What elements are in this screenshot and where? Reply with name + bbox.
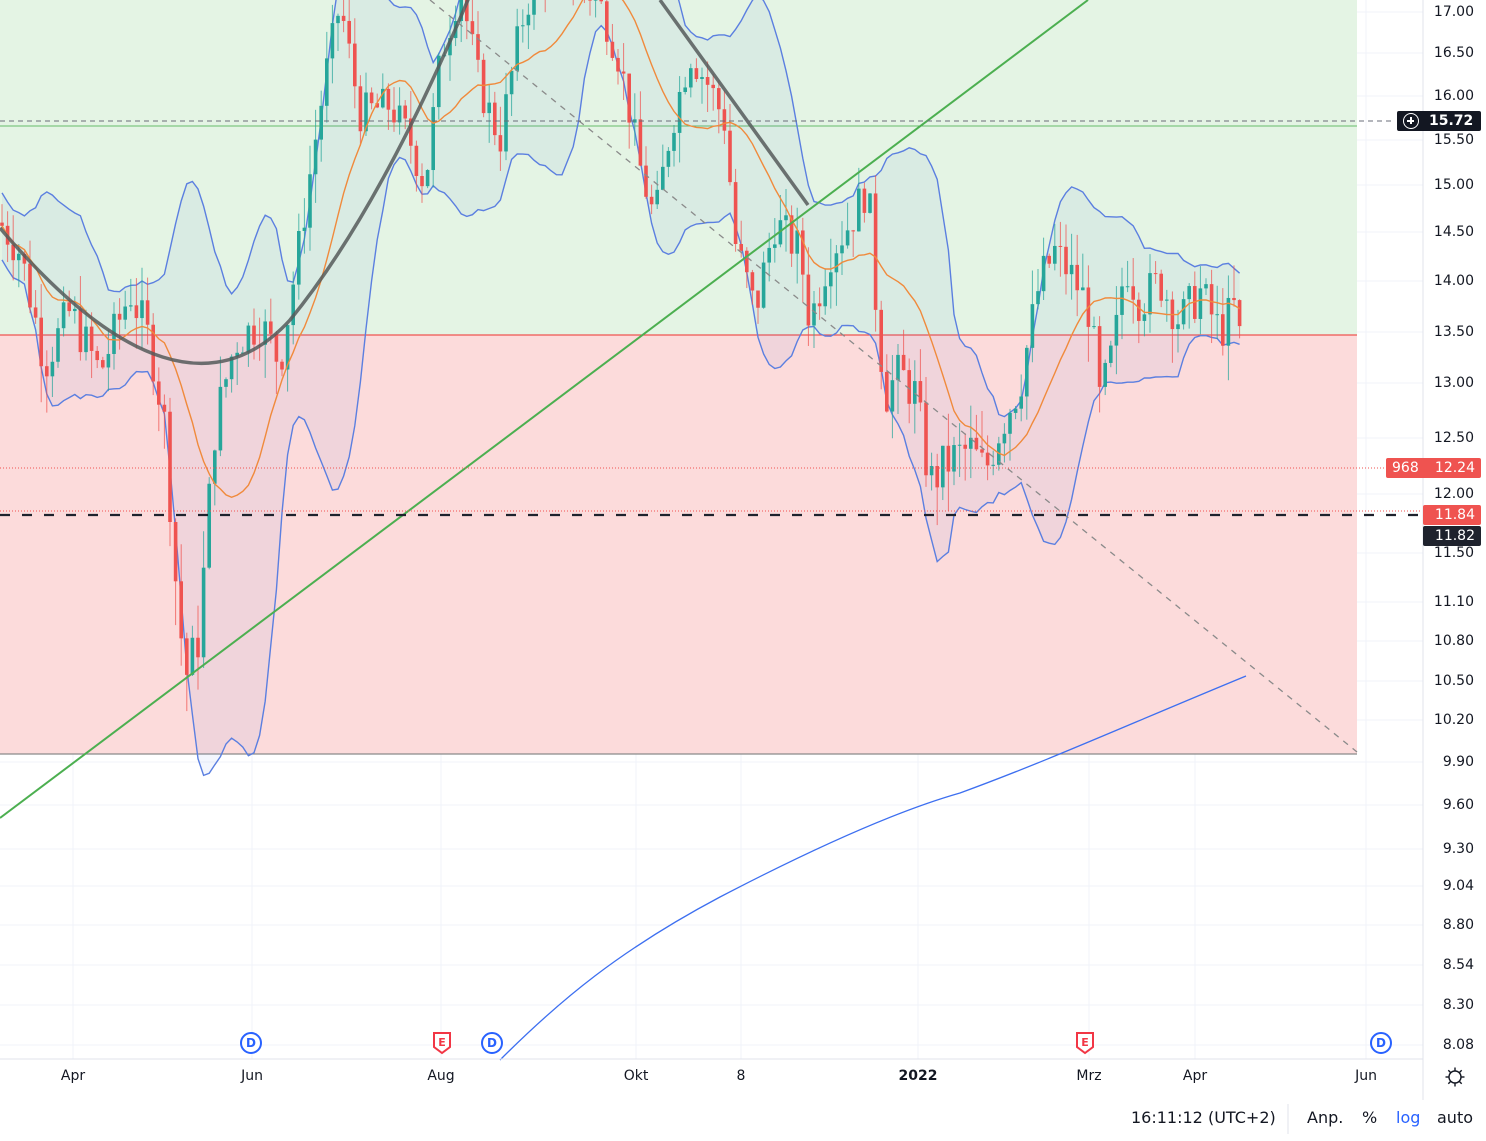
price-tick-label: 8.54 xyxy=(1442,957,1474,973)
earnings-marker-icon[interactable]: E xyxy=(1074,1032,1096,1055)
last-price-badge: 968 12.24 xyxy=(1386,458,1481,478)
profit-zone xyxy=(0,0,1357,335)
price-tick-label: 10.80 xyxy=(1433,633,1474,649)
dividend-marker-icon[interactable]: D xyxy=(1370,1032,1392,1054)
price-tick-label: 14.00 xyxy=(1433,273,1474,289)
price-tick-label: 11.50 xyxy=(1433,545,1474,561)
percent-toggle[interactable]: % xyxy=(1362,1108,1378,1127)
time-tick-label: Jun xyxy=(241,1068,263,1084)
price-tick-label: 16.00 xyxy=(1433,88,1474,104)
price-tick-label: 14.50 xyxy=(1433,224,1474,240)
price-line-badge-11-84: 11.84 xyxy=(1423,505,1481,525)
downtrend-drawing xyxy=(658,0,810,207)
svg-text:E: E xyxy=(1081,1036,1089,1049)
moving-average-line xyxy=(1,0,1240,499)
time-tick-label: Okt xyxy=(623,1068,649,1084)
sma-200-line xyxy=(499,675,1247,1061)
crosshair-price-value: 15.72 xyxy=(1429,113,1474,129)
dividend-marker-icon[interactable]: D xyxy=(481,1032,503,1054)
add-alert-plus-icon[interactable] xyxy=(1403,113,1419,129)
loss-zone xyxy=(0,335,1357,754)
cup-arc-drawing xyxy=(0,0,470,366)
adjust-toggle[interactable]: Anp. xyxy=(1307,1108,1344,1127)
price-tick-label: 12.50 xyxy=(1433,430,1474,446)
price-tick-label: 10.20 xyxy=(1433,712,1474,728)
time-tick-label: Mrz xyxy=(1076,1068,1102,1084)
price-tick-label: 16.50 xyxy=(1433,45,1474,61)
price-tick-label: 15.50 xyxy=(1433,132,1474,148)
time-tick-label: Aug xyxy=(427,1068,455,1084)
price-tick-label: 9.60 xyxy=(1442,797,1474,813)
price-tick-label: 12.00 xyxy=(1433,486,1474,502)
time-tick-label: 2022 xyxy=(898,1068,938,1084)
earnings-marker-icon[interactable]: E xyxy=(431,1032,453,1055)
uptrend-line xyxy=(0,0,1089,819)
price-tick-label: 13.00 xyxy=(1433,375,1474,391)
price-tick-label: 15.00 xyxy=(1433,177,1474,193)
log-toggle[interactable]: log xyxy=(1396,1108,1421,1127)
price-line-value: 11.82 xyxy=(1434,528,1475,544)
price-tick-label: 13.50 xyxy=(1433,324,1474,340)
dividend-marker-icon[interactable]: D xyxy=(240,1032,262,1054)
time-tick-label: Jun xyxy=(1355,1068,1377,1084)
price-tick-label: 10.50 xyxy=(1433,673,1474,689)
auto-toggle[interactable]: auto xyxy=(1437,1108,1474,1127)
time-tick-label: Apr xyxy=(60,1068,86,1084)
price-line-value: 11.84 xyxy=(1434,507,1475,523)
time-tick-label: Apr xyxy=(1182,1068,1208,1084)
price-tick-label: 9.90 xyxy=(1442,754,1474,770)
price-tick-label: 8.80 xyxy=(1442,917,1474,933)
candlesticks xyxy=(0,0,1242,712)
time-tick-label: 8 xyxy=(736,1068,746,1084)
settings-gear-icon[interactable] xyxy=(1444,1066,1466,1088)
clock-timezone[interactable]: 16:11:12 (UTC+2) xyxy=(1131,1108,1276,1127)
price-line-badge-11-82: 11.82 xyxy=(1423,526,1481,546)
svg-text:E: E xyxy=(438,1036,446,1049)
price-tick-label: 9.30 xyxy=(1442,841,1474,857)
price-tick-label: 17.00 xyxy=(1433,4,1474,20)
price-tick-label: 11.10 xyxy=(1433,594,1474,610)
crosshair-price-badge[interactable]: 15.72 xyxy=(1397,111,1481,131)
price-tick-label: 8.08 xyxy=(1442,1037,1474,1053)
bar-countdown: 968 xyxy=(1392,460,1419,476)
bottom-toolbar: 16:11:12 (UTC+2) Anp. % log auto xyxy=(0,1100,1486,1141)
price-tick-label: 8.30 xyxy=(1442,997,1474,1013)
price-tick-label: 9.04 xyxy=(1442,878,1474,894)
last-price-value: 12.24 xyxy=(1434,460,1475,476)
